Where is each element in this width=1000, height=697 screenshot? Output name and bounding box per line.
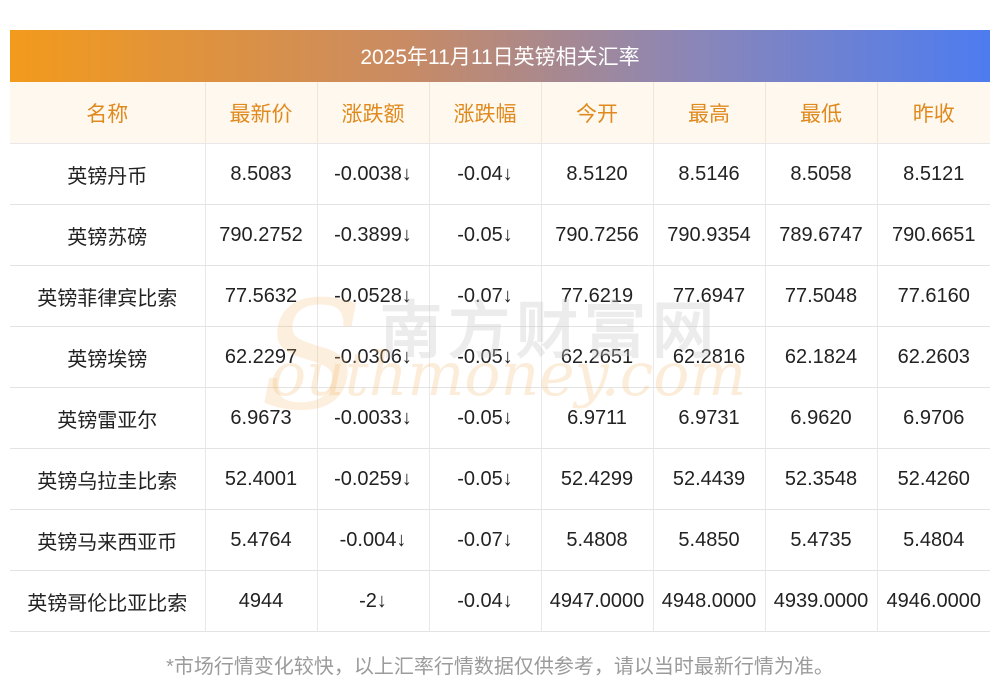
currency-name: 英镑丹币 [10,143,206,205]
open-price: 4947.0000 [541,570,654,632]
currency-name: 英镑埃镑 [10,326,206,388]
column-header-high: 最高 [653,82,766,144]
prev-close-price: 4946.0000 [877,570,990,632]
currency-name: 英镑雷亚尔 [10,387,206,449]
column-header-open: 今开 [541,82,654,144]
prev-close-price: 5.4804 [877,509,990,571]
table-row: 英镑乌拉圭比索 52.4001 -0.0259↓ -0.05↓ 52.4299 … [10,448,990,510]
table-header-row: 名称 最新价 涨跌额 涨跌幅 今开 最高 最低 昨收 [10,82,990,144]
low-price: 6.9620 [765,387,878,449]
low-price: 4939.0000 [765,570,878,632]
column-header-change-pct: 涨跌幅 [429,82,542,144]
high-price: 5.4850 [653,509,766,571]
change-amount: -0.0528↓ [317,265,430,327]
latest-price: 5.4764 [205,509,318,571]
column-header-prev-close: 昨收 [877,82,990,144]
high-price: 4948.0000 [653,570,766,632]
currency-name: 英镑马来西亚币 [10,509,206,571]
table-row: 英镑丹币 8.5083 -0.0038↓ -0.04↓ 8.5120 8.514… [10,143,990,205]
currency-name: 英镑菲律宾比索 [10,265,206,327]
column-header-latest: 最新价 [205,82,318,144]
latest-price: 77.5632 [205,265,318,327]
high-price: 52.4439 [653,448,766,510]
change-amount: -0.3899↓ [317,204,430,266]
change-percent: -0.07↓ [429,265,542,327]
low-price: 77.5048 [765,265,878,327]
change-amount: -2↓ [317,570,430,632]
change-amount: -0.0033↓ [317,387,430,449]
prev-close-price: 8.5121 [877,143,990,205]
currency-name: 英镑乌拉圭比索 [10,448,206,510]
latest-price: 8.5083 [205,143,318,205]
open-price: 52.4299 [541,448,654,510]
low-price: 5.4735 [765,509,878,571]
table-row: 英镑苏磅 790.2752 -0.3899↓ -0.05↓ 790.7256 7… [10,204,990,266]
low-price: 62.1824 [765,326,878,388]
change-percent: -0.04↓ [429,570,542,632]
change-percent: -0.07↓ [429,509,542,571]
latest-price: 790.2752 [205,204,318,266]
latest-price: 62.2297 [205,326,318,388]
change-amount: -0.0038↓ [317,143,430,205]
table-row: 英镑埃镑 62.2297 -0.0306↓ -0.05↓ 62.2651 62.… [10,326,990,388]
disclaimer-footnote: *市场行情变化较快，以上汇率行情数据仅供参考，请以当时最新行情为准。 [166,656,834,678]
open-price: 8.5120 [541,143,654,205]
column-header-change: 涨跌额 [317,82,430,144]
change-amount: -0.0259↓ [317,448,430,510]
open-price: 6.9711 [541,387,654,449]
latest-price: 52.4001 [205,448,318,510]
high-price: 62.2816 [653,326,766,388]
open-price: 5.4808 [541,509,654,571]
low-price: 8.5058 [765,143,878,205]
table-row: 英镑马来西亚币 5.4764 -0.004↓ -0.07↓ 5.4808 5.4… [10,509,990,571]
currency-name: 英镑苏磅 [10,204,206,266]
change-percent: -0.04↓ [429,143,542,205]
open-price: 62.2651 [541,326,654,388]
latest-price: 4944 [205,570,318,632]
currency-name: 英镑哥伦比亚比索 [10,570,206,632]
prev-close-price: 6.9706 [877,387,990,449]
change-amount: -0.004↓ [317,509,430,571]
prev-close-price: 77.6160 [877,265,990,327]
exchange-rate-table: 名称 最新价 涨跌额 涨跌幅 今开 最高 最低 昨收 英镑丹币 8.5083 -… [10,82,990,632]
table-row: 英镑菲律宾比索 77.5632 -0.0528↓ -0.07↓ 77.6219 … [10,265,990,327]
column-header-low: 最低 [765,82,878,144]
high-price: 77.6947 [653,265,766,327]
prev-close-price: 62.2603 [877,326,990,388]
column-header-name: 名称 [10,82,206,144]
high-price: 790.9354 [653,204,766,266]
prev-close-price: 52.4260 [877,448,990,510]
prev-close-price: 790.6651 [877,204,990,266]
low-price: 52.3548 [765,448,878,510]
change-percent: -0.05↓ [429,204,542,266]
change-percent: -0.05↓ [429,448,542,510]
page-title: 2025年11月11日英镑相关汇率 [10,30,990,82]
change-percent: -0.05↓ [429,326,542,388]
low-price: 789.6747 [765,204,878,266]
high-price: 8.5146 [653,143,766,205]
table-row: 英镑哥伦比亚比索 4944 -2↓ -0.04↓ 4947.0000 4948.… [10,570,990,632]
latest-price: 6.9673 [205,387,318,449]
open-price: 790.7256 [541,204,654,266]
open-price: 77.6219 [541,265,654,327]
high-price: 6.9731 [653,387,766,449]
change-amount: -0.0306↓ [317,326,430,388]
table-row: 英镑雷亚尔 6.9673 -0.0033↓ -0.05↓ 6.9711 6.97… [10,387,990,449]
change-percent: -0.05↓ [429,387,542,449]
